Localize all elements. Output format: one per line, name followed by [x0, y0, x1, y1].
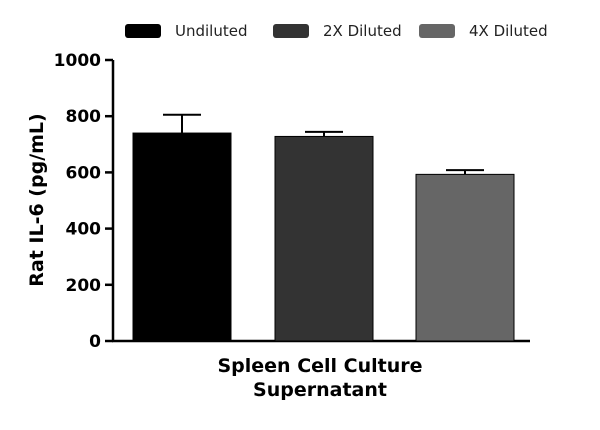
bar-2x-diluted	[274, 135, 374, 342]
legend-swatch-undiluted	[125, 24, 161, 38]
legend-label: 2X Diluted	[323, 22, 402, 40]
legend-swatch-4x-diluted	[419, 24, 455, 38]
legend-label: Undiluted	[175, 22, 247, 40]
bars	[132, 113, 515, 342]
legend-label: 4X Diluted	[469, 22, 548, 40]
legend: Undiluted 2X Diluted 4X Diluted	[125, 22, 548, 40]
y-tick-label: 1000	[54, 51, 101, 71]
bar-undiluted	[132, 132, 232, 342]
y-axis: 0 200 400 600 800 1000	[54, 51, 115, 352]
y-tick-label: 400	[66, 220, 102, 240]
bar-4x-diluted	[415, 173, 515, 342]
y-tick-label: 200	[66, 276, 102, 296]
x-axis-label-line-2: Supernatant	[253, 379, 387, 401]
y-tick-label: 800	[66, 107, 102, 127]
legend-swatch-2x-diluted	[273, 24, 309, 38]
y-axis-label: Rat IL-6 (pg/mL)	[26, 113, 48, 286]
x-axis-label-line-1: Spleen Cell Culture	[217, 355, 422, 377]
y-tick-label: 600	[66, 163, 102, 183]
y-tick-label: 0	[89, 332, 101, 352]
